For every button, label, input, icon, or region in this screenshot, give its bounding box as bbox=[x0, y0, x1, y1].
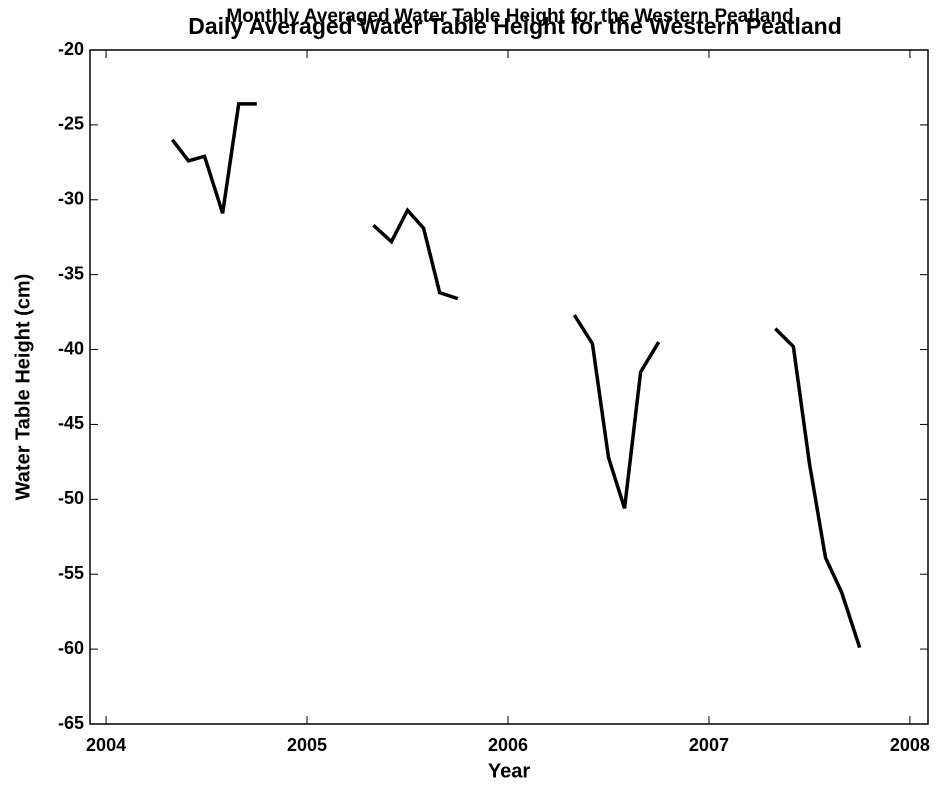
data-line bbox=[171, 102, 862, 649]
chart-title: Daily Averaged Water Table Height for th… bbox=[188, 13, 842, 39]
y-tick-label: -60 bbox=[58, 638, 84, 658]
y-tick-label: -45 bbox=[58, 413, 84, 433]
x-tick-label: 2005 bbox=[287, 735, 327, 755]
x-axis-label: Year bbox=[488, 760, 530, 782]
y-tick-label: -20 bbox=[58, 39, 84, 59]
y-tick-label: -55 bbox=[58, 563, 84, 583]
x-tick-label: 2006 bbox=[488, 735, 528, 755]
x-tick-label: 2008 bbox=[890, 735, 930, 755]
y-tick-label: -40 bbox=[58, 338, 84, 358]
y-axis-label: Water Table Height (cm) bbox=[12, 274, 34, 501]
y-tick-label: -35 bbox=[58, 263, 84, 283]
y-tick-label: -30 bbox=[58, 189, 84, 209]
x-tick-label: 2007 bbox=[689, 735, 729, 755]
plot-frame bbox=[89, 49, 929, 725]
x-tick-label: 2004 bbox=[86, 735, 126, 755]
y-tick-label: -50 bbox=[58, 488, 84, 508]
chart-subtitle: Monthly Averaged Water Table Height for … bbox=[226, 6, 793, 27]
y-tick-label: -65 bbox=[58, 713, 84, 733]
y-tick-label: -25 bbox=[58, 114, 84, 134]
